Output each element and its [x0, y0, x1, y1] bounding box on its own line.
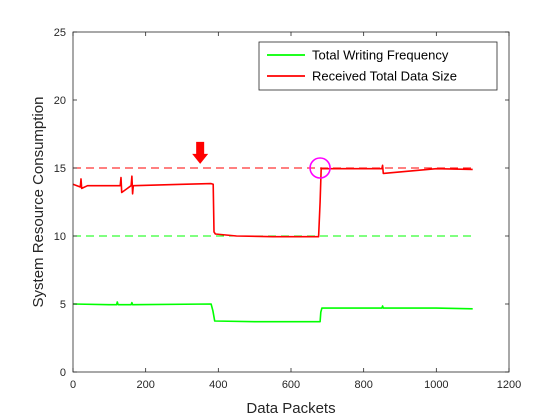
- arrow-marker: [192, 141, 209, 164]
- x-tick-label: 400: [209, 379, 227, 391]
- y-axis-title: System Resource Consumption: [30, 97, 47, 308]
- series-line-1: [72, 164, 473, 238]
- annotations: [192, 141, 331, 179]
- axis-ticks: [72, 31, 510, 373]
- legend-label: Total Writing Frequency: [312, 48, 449, 63]
- highlight-circle: [309, 157, 331, 179]
- x-tick-label: 1000: [424, 379, 448, 391]
- legend-label: Received Total Data Size: [312, 69, 457, 84]
- y-tick-label: 10: [54, 231, 66, 243]
- y-tick-label: 0: [60, 367, 66, 379]
- x-tick-label: 0: [70, 379, 76, 391]
- x-tick-label: 200: [136, 379, 154, 391]
- x-tick-label: 600: [282, 379, 300, 391]
- x-tick-label: 800: [354, 379, 372, 391]
- y-tick-label: 25: [54, 27, 66, 39]
- x-axis-title: Data Packets: [246, 400, 335, 417]
- legend: Total Writing Frequency Received Total Da…: [258, 41, 498, 91]
- x-tick-label: 1200: [497, 379, 521, 391]
- y-tick-label: 15: [54, 163, 66, 175]
- legend-box: [258, 41, 498, 91]
- y-tick-label: 20: [54, 95, 66, 107]
- series-line-0: [72, 301, 473, 323]
- series-lines: [72, 164, 473, 323]
- axis-tick-labels: 0 200 400 600 800 1000 1200 0 5 10 15 20 25: [54, 27, 521, 391]
- y-tick-label: 5: [60, 299, 66, 311]
